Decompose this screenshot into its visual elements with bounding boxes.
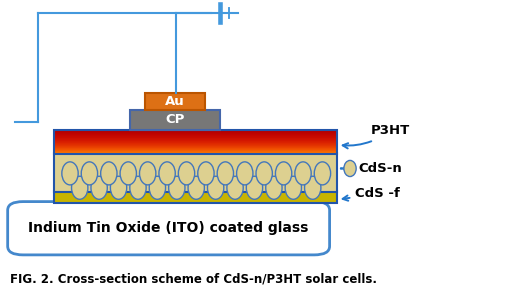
Bar [54, 147, 337, 148]
Bar [54, 139, 337, 140]
Ellipse shape [237, 162, 253, 185]
Text: P3HT: P3HT [343, 124, 410, 148]
Bar [54, 141, 337, 142]
Bar [54, 133, 337, 134]
Ellipse shape [198, 162, 214, 185]
Bar [54, 130, 337, 131]
Text: CdS -f: CdS -f [343, 187, 400, 201]
Bar [54, 136, 337, 137]
Bar [130, 110, 220, 130]
Bar [145, 93, 205, 110]
Ellipse shape [295, 162, 311, 185]
Bar [54, 137, 337, 138]
Ellipse shape [159, 162, 175, 185]
Bar [54, 152, 337, 153]
Bar [54, 147, 337, 148]
Bar [54, 148, 337, 149]
Bar [54, 145, 337, 146]
Bar [54, 135, 337, 136]
Bar [54, 146, 337, 147]
Ellipse shape [285, 176, 301, 199]
Ellipse shape [256, 162, 272, 185]
Bar [54, 135, 337, 136]
Ellipse shape [344, 160, 356, 177]
Bar [54, 150, 337, 151]
Ellipse shape [110, 176, 127, 199]
Bar [54, 140, 337, 141]
Text: CP: CP [166, 113, 184, 126]
Bar [54, 130, 337, 154]
Bar [54, 149, 337, 150]
Bar [54, 145, 337, 146]
Bar [54, 143, 337, 144]
Bar [54, 132, 337, 133]
Ellipse shape [227, 176, 243, 199]
Ellipse shape [217, 162, 234, 185]
Bar [54, 138, 337, 139]
Bar [54, 144, 337, 145]
Bar [54, 148, 337, 149]
Ellipse shape [62, 162, 78, 185]
Text: FIG. 2. Cross-section scheme of CdS-n/P3HT solar cells.: FIG. 2. Cross-section scheme of CdS-n/P3… [10, 272, 377, 285]
Ellipse shape [130, 176, 146, 199]
Bar [54, 150, 337, 151]
Bar [54, 141, 337, 142]
Ellipse shape [120, 162, 136, 185]
Bar [54, 191, 337, 203]
Ellipse shape [149, 176, 166, 199]
Bar [54, 142, 337, 143]
Ellipse shape [266, 176, 282, 199]
Ellipse shape [207, 176, 224, 199]
Bar [54, 151, 337, 152]
Bar [54, 149, 337, 150]
Ellipse shape [314, 162, 331, 185]
Ellipse shape [275, 162, 292, 185]
Bar [54, 144, 337, 145]
Bar [54, 153, 337, 154]
Bar [54, 134, 337, 135]
Bar [54, 136, 337, 137]
Ellipse shape [178, 162, 195, 185]
FancyBboxPatch shape [8, 202, 330, 255]
Bar [54, 138, 337, 139]
Bar [54, 137, 337, 138]
Bar [54, 142, 337, 143]
Bar [54, 153, 337, 154]
Bar [54, 140, 337, 141]
Bar [54, 131, 337, 132]
Bar [54, 153, 337, 192]
Bar [54, 152, 337, 153]
Bar [54, 131, 337, 132]
Text: Indium Tin Oxide (ITO) coated glass: Indium Tin Oxide (ITO) coated glass [29, 221, 309, 235]
Bar [54, 151, 337, 152]
Text: CdS-n: CdS-n [359, 162, 403, 175]
Ellipse shape [72, 176, 88, 199]
Ellipse shape [246, 176, 263, 199]
Ellipse shape [91, 176, 107, 199]
Bar [54, 146, 337, 147]
Ellipse shape [305, 176, 321, 199]
Ellipse shape [140, 162, 156, 185]
Bar [54, 132, 337, 133]
Ellipse shape [101, 162, 117, 185]
Bar [54, 130, 337, 131]
Text: Au: Au [165, 95, 184, 108]
Bar [54, 143, 337, 144]
Bar [54, 133, 337, 134]
Bar [54, 139, 337, 140]
Ellipse shape [188, 176, 204, 199]
Ellipse shape [81, 162, 98, 185]
Ellipse shape [169, 176, 185, 199]
Bar [54, 134, 337, 135]
